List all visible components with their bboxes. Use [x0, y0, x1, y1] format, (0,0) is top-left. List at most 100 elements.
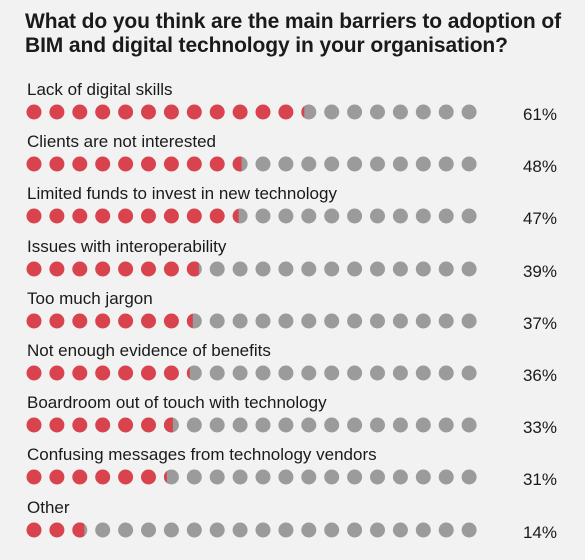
- bar-row: Clients are not interested 48%: [25, 132, 565, 184]
- dot-empty: [392, 208, 408, 224]
- dot-filled: [72, 313, 88, 329]
- dot-filled: [26, 156, 42, 172]
- dot-filled: [255, 104, 271, 120]
- dot-empty: [415, 156, 431, 172]
- dot-empty: [392, 261, 408, 277]
- dot-empty: [392, 156, 408, 172]
- dot-empty: [392, 104, 408, 120]
- dot-empty: [301, 469, 317, 485]
- dot-empty: [209, 365, 225, 381]
- dot-empty: [278, 261, 294, 277]
- dot-partial: [186, 367, 190, 379]
- dot-bar: [26, 313, 477, 329]
- dot-empty: [461, 156, 477, 172]
- dot-bar: [26, 104, 477, 120]
- dot-empty: [347, 522, 363, 538]
- dot-empty: [370, 522, 385, 538]
- dot-empty: [301, 522, 317, 538]
- dot-filled: [278, 104, 294, 120]
- dot-empty: [415, 104, 431, 120]
- dot-empty: [415, 208, 431, 224]
- dot-empty: [163, 469, 179, 485]
- category-label: Clients are not interested: [27, 132, 216, 152]
- category-label: Confusing messages from technology vendo…: [27, 445, 377, 465]
- dot-empty: [438, 522, 454, 538]
- dot-empty: [186, 469, 202, 485]
- dot-empty: [415, 417, 431, 433]
- dot-empty: [255, 208, 271, 224]
- dot-filled: [141, 261, 156, 277]
- dot-empty: [278, 313, 294, 329]
- dot-filled: [118, 104, 134, 120]
- dot-empty: [415, 365, 431, 381]
- dot-filled: [118, 313, 134, 329]
- dot-filled: [163, 261, 179, 277]
- value-label: 39%: [522, 261, 557, 281]
- dot-empty: [415, 261, 431, 277]
- dot-filled: [141, 156, 156, 172]
- dot-filled: [141, 469, 156, 485]
- dot-bar: [26, 156, 477, 172]
- dot-empty: [301, 365, 317, 381]
- dot-empty: [278, 365, 294, 381]
- dot-filled: [186, 208, 202, 224]
- dot-empty: [415, 469, 431, 485]
- dot-empty: [370, 417, 385, 433]
- dot-empty: [324, 522, 340, 538]
- dot-empty: [301, 104, 317, 120]
- bar-row: Boardroom out of touch with technology 33…: [25, 393, 565, 445]
- chart-title: What do you think are the main barriers …: [25, 10, 561, 57]
- dot-empty: [232, 417, 248, 433]
- dot-empty: [163, 522, 179, 538]
- dot-empty: [255, 156, 271, 172]
- dot-filled: [95, 156, 111, 172]
- bar-row: Lack of digital skills 61%: [25, 80, 565, 132]
- dot-empty: [370, 313, 385, 329]
- category-label: Limited funds to invest in new technolog…: [27, 184, 337, 204]
- bar-row: Issues with interoperability 39%: [25, 237, 565, 289]
- dot-filled: [163, 313, 179, 329]
- dot-empty: [347, 261, 363, 277]
- category-label: Other: [27, 497, 70, 517]
- dot-empty: [324, 313, 340, 329]
- dot-empty: [438, 261, 454, 277]
- dot-empty: [438, 313, 454, 329]
- bar-row: Confusing messages from technology vendo…: [25, 445, 565, 497]
- dot-filled: [26, 469, 42, 485]
- dot-filled: [72, 469, 88, 485]
- dot-empty: [255, 469, 271, 485]
- dot-filled: [49, 522, 65, 538]
- dot-empty: [461, 208, 477, 224]
- dot-empty: [232, 313, 248, 329]
- dot-empty: [324, 469, 340, 485]
- dot-bar: [26, 208, 477, 224]
- dot-filled: [163, 365, 179, 381]
- dot-empty: [438, 365, 454, 381]
- dot-empty: [255, 261, 271, 277]
- dot-empty: [324, 156, 340, 172]
- dot-filled: [95, 104, 111, 120]
- dot-filled: [95, 469, 111, 485]
- dot-bar: [26, 522, 477, 538]
- dot-empty: [255, 417, 271, 433]
- dot-empty: [438, 156, 454, 172]
- dot-partial: [72, 522, 85, 538]
- dot-empty: [255, 365, 271, 381]
- dot-filled: [72, 208, 88, 224]
- bar-row: Other 14%: [25, 498, 565, 550]
- dot-filled: [163, 156, 179, 172]
- dot-bar: [26, 365, 477, 381]
- category-label: Issues with interoperability: [27, 236, 227, 256]
- dot-empty: [232, 469, 248, 485]
- dot-filled: [49, 208, 65, 224]
- dot-empty: [95, 522, 111, 538]
- dot-empty: [347, 365, 363, 381]
- dot-empty: [461, 261, 477, 277]
- dot-empty: [278, 522, 294, 538]
- dot-filled: [49, 104, 65, 120]
- dot-empty: [278, 156, 294, 172]
- dot-empty: [370, 156, 385, 172]
- dot-empty: [209, 261, 225, 277]
- dot-empty: [186, 365, 202, 381]
